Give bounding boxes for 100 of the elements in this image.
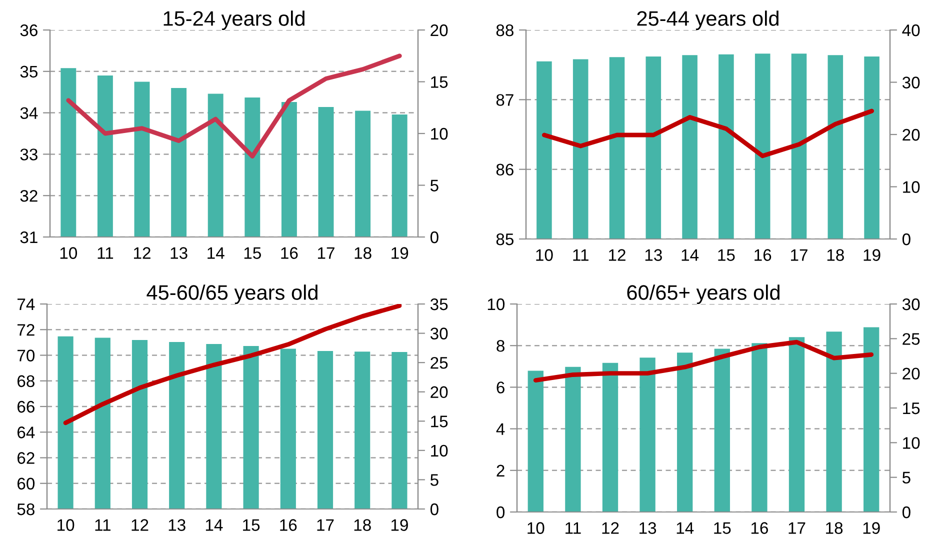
y-tick-label: 4	[496, 423, 505, 435]
y-tick-label: 85	[496, 233, 514, 246]
y-tick-label: 33	[20, 148, 38, 160]
bar	[565, 366, 581, 512]
y2-tick-label: 10	[903, 437, 920, 449]
x-tick-label: 17	[318, 247, 334, 259]
y-tick-label: 32	[20, 190, 38, 202]
y2-tick-label: 10	[903, 181, 920, 193]
x-tick-label: 12	[609, 249, 626, 261]
line-series	[66, 54, 402, 158]
y2-tick-label: 0	[902, 233, 910, 246]
bar	[677, 352, 693, 512]
x-tick-label: 16	[754, 249, 772, 261]
x-tick-label: 17	[791, 249, 808, 261]
line-series	[533, 340, 874, 382]
x-tick-label: 16	[280, 519, 297, 531]
bar	[788, 337, 805, 512]
x-tick-label: 18	[354, 519, 371, 531]
y-tick-label: 35	[20, 66, 38, 78]
y-tick-label: 6	[496, 382, 504, 394]
x-tick-label: 11	[573, 249, 588, 261]
x-tick-label: 14	[206, 519, 223, 531]
y2-tick-label: 35	[430, 298, 448, 310]
y2-tick-label: 30	[430, 328, 448, 340]
y2-tick-label: 10	[431, 444, 448, 457]
y2-tick-label: 15	[431, 76, 448, 88]
y2-tick-label: 15	[903, 402, 920, 414]
x-tick-label: 12	[602, 522, 619, 534]
y2-tick-label: 0	[430, 231, 438, 244]
y2-tick-label: 30	[902, 76, 920, 88]
x-tick-label: 19	[392, 247, 408, 259]
x-tick-label: 12	[132, 519, 148, 531]
y2-tick-label: 0	[430, 503, 438, 516]
chart-title: 25-44 years old	[637, 10, 778, 30]
y2-tick-label: 20	[902, 128, 920, 141]
bar	[714, 348, 730, 512]
x-tick-label: 17	[788, 522, 806, 534]
x-tick-label: 17	[317, 519, 334, 531]
x-tick-label: 15	[714, 522, 731, 534]
y-tick-label: 86	[496, 164, 514, 176]
y2-tick-label: 15	[431, 416, 448, 428]
y-tick-label: 64	[18, 426, 35, 438]
bar	[640, 358, 656, 512]
y-tick-label: 2	[496, 464, 504, 476]
x-tick-label: 16	[281, 247, 298, 259]
y-tick-label: 0	[496, 506, 505, 518]
y2-tick-label: 30	[902, 298, 920, 310]
x-tick-label: 19	[863, 522, 880, 534]
x-tick-label: 14	[682, 249, 699, 261]
x-tick-label: 15	[243, 519, 260, 531]
x-tick-label: 18	[827, 249, 844, 261]
y-tick-label: 10	[488, 298, 505, 310]
y2-tick-label: 25	[430, 356, 448, 369]
x-tick-label: 10	[536, 249, 553, 261]
x-tick-label: 12	[134, 247, 150, 259]
x-tick-label: 19	[864, 249, 880, 261]
y2-tick-label: 5	[430, 180, 438, 192]
y2-tick-label: 40	[902, 24, 920, 36]
y-tick-label: 34	[20, 107, 38, 120]
y2-tick-label: 5	[902, 472, 910, 484]
y-tick-label: 87	[496, 94, 514, 106]
x-tick-label: 13	[640, 522, 656, 534]
x-tick-label: 13	[645, 249, 662, 261]
x-tick-label: 10	[60, 247, 78, 259]
y-tick-label: 68	[18, 375, 34, 388]
chart-title: 60/65+ years old	[627, 284, 780, 304]
y-tick-label: 88	[496, 24, 514, 36]
x-tick-label: 15	[718, 249, 735, 261]
x-tick-label: 16	[751, 522, 768, 534]
y2-tick-label: 25	[902, 333, 920, 345]
bar	[528, 370, 544, 512]
y-tick-label: 70	[18, 350, 35, 362]
y-tick-label: 36	[20, 24, 38, 36]
y2-tick-label: 5	[430, 474, 438, 486]
bar	[826, 332, 842, 512]
y2-tick-label: 10	[431, 128, 448, 140]
x-tick-label: 11	[98, 247, 114, 259]
x-tick-label: 18	[354, 247, 372, 259]
y-tick-label: 8	[496, 340, 504, 352]
bar	[864, 327, 880, 512]
bar	[752, 343, 768, 512]
x-tick-label: 18	[826, 522, 843, 534]
x-tick-label: 11	[95, 519, 110, 531]
x-tick-label: 14	[676, 522, 694, 534]
y2-tick-label: 20	[430, 24, 448, 36]
x-tick-label: 13	[168, 519, 186, 531]
y-tick-label: 62	[18, 452, 34, 464]
y-tick-label: 58	[17, 503, 34, 516]
bar	[602, 362, 618, 512]
y2-tick-label: 20	[902, 368, 920, 380]
y2-tick-label: 20	[430, 386, 448, 398]
line-series	[542, 108, 874, 158]
y-tick-label: 60	[18, 478, 35, 490]
y-tick-label: 31	[20, 231, 38, 244]
y-tick-label: 66	[18, 400, 34, 413]
y-tick-label: 74	[18, 298, 35, 310]
x-tick-label: 14	[208, 247, 224, 259]
y2-tick-label: 0	[902, 506, 910, 518]
line-series	[63, 304, 402, 426]
x-tick-label: 19	[391, 519, 408, 531]
